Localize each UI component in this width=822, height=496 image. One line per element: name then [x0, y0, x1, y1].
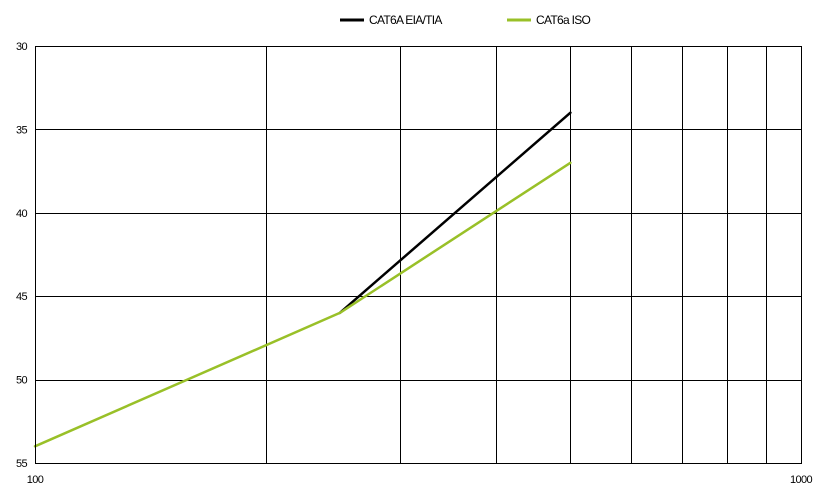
- series-layer: [33, 111, 572, 448]
- grid: [35, 46, 802, 464]
- legend: CAT6A EIA/TIA CAT6a ISO: [340, 13, 591, 27]
- legend-label-1: CAT6A EIA/TIA: [369, 13, 442, 27]
- tick-labels: 30 35 40 45 50 55 100 1000: [16, 41, 813, 486]
- y-tick-label: 45: [16, 291, 28, 303]
- y-tick-label: 50: [16, 375, 28, 387]
- x-tick-label: 100: [27, 474, 44, 486]
- y-tick-label: 30: [16, 41, 28, 53]
- series-line-2: [33, 161, 572, 448]
- y-tick-label: 35: [16, 124, 28, 136]
- legend-label-2: CAT6a ISO: [536, 13, 591, 27]
- plot-border: [35, 46, 802, 464]
- plot-frame: [35, 46, 802, 464]
- x-tick-label: 1000: [790, 474, 813, 486]
- series-line-1: [338, 111, 572, 315]
- y-tick-label: 55: [16, 458, 28, 470]
- y-tick-label: 40: [16, 208, 28, 220]
